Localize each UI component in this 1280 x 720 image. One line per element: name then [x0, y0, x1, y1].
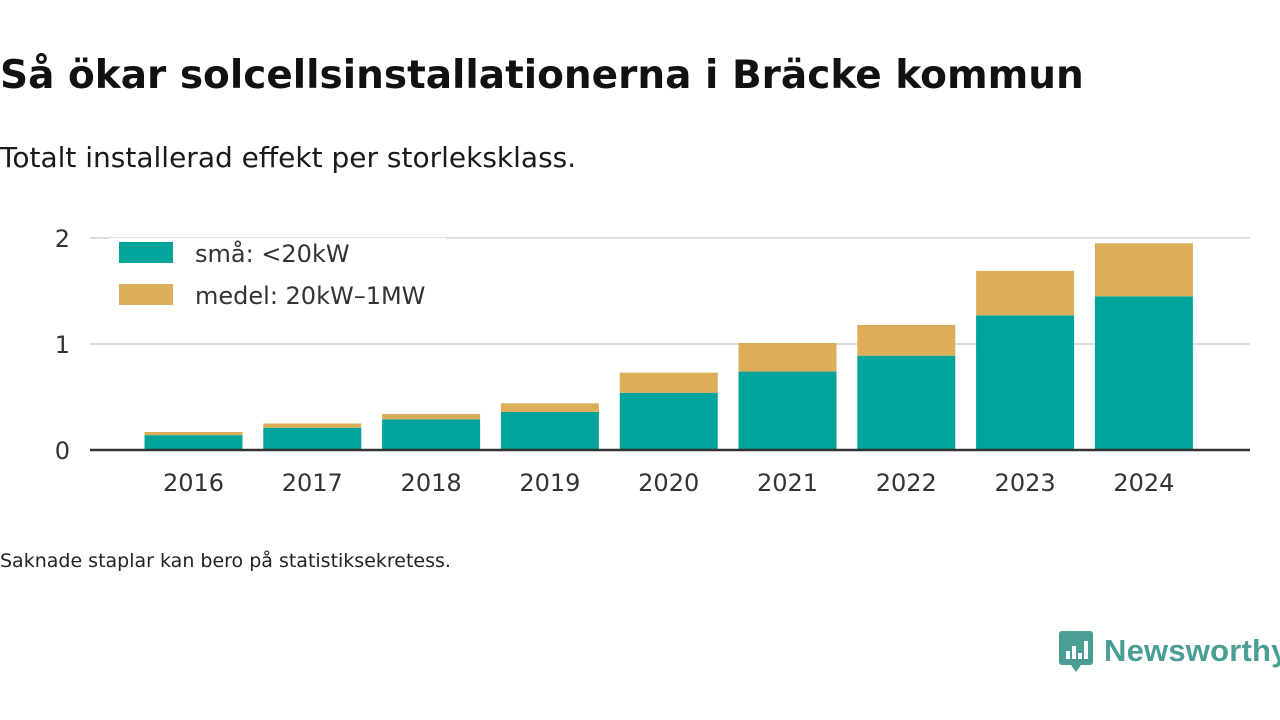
brand-name: Newsworthy	[1104, 633, 1280, 668]
x-tick-label: 2017	[282, 469, 343, 497]
legend-swatch	[119, 284, 173, 305]
x-tick-label: 2018	[401, 469, 462, 497]
bar-2019-series-1	[500, 403, 599, 412]
x-tick-label: 2021	[757, 469, 818, 497]
bar-2019-series-0	[500, 411, 599, 450]
x-tick-label: 2022	[876, 469, 937, 497]
bar-2020-series-0	[619, 392, 718, 450]
bar-2024-series-0	[1094, 296, 1193, 450]
legend-label: medel: 20kW–1MW	[195, 282, 425, 310]
bar-2021-series-1	[738, 342, 837, 372]
bar-2016-series-1	[144, 431, 243, 436]
bar-2018-series-0	[382, 419, 481, 450]
x-axis-ticks: 2016 2017 2018 2019 2020 2021 2022 2023 2024	[163, 469, 1174, 497]
bar-2022-series-1	[857, 324, 956, 356]
y-tick-label: 2	[55, 225, 70, 253]
legend-swatch	[119, 242, 173, 263]
footnote: Saknade staplar kan bero på statistiksek…	[0, 550, 451, 572]
x-tick-label: 2016	[163, 469, 224, 497]
newsworthy-logo: Newsworthy	[1058, 628, 1280, 674]
chart-title: Så ökar solcellsinstallationerna i Bräck…	[0, 53, 1084, 98]
x-tick-label: 2023	[995, 469, 1056, 497]
bar-2023-series-1	[976, 270, 1075, 316]
y-axis-ticks: 0 1 2	[55, 225, 70, 465]
bar-2022-series-0	[857, 355, 956, 450]
legend-label: små: <20kW	[195, 239, 350, 268]
x-tick-label: 2019	[519, 469, 580, 497]
y-tick-label: 0	[55, 437, 70, 465]
bar-2018-series-1	[382, 413, 481, 420]
bar-2017-series-1	[263, 423, 362, 428]
chart-subtitle: Totalt installerad effekt per storlekskl…	[0, 141, 577, 174]
bar-2021-series-0	[738, 371, 837, 450]
x-tick-label: 2024	[1113, 469, 1174, 497]
x-tick-label: 2020	[638, 469, 699, 497]
bar-2020-series-1	[619, 372, 718, 393]
newsworthy-chart-icon	[1059, 631, 1093, 672]
bar-2016-series-0	[144, 435, 243, 450]
legend: små: <20kW medel: 20kW–1MW	[108, 238, 446, 316]
bar-2023-series-0	[976, 315, 1075, 450]
bars	[90, 243, 1250, 452]
y-tick-label: 1	[55, 331, 70, 359]
bar-2024-series-1	[1094, 243, 1193, 297]
stacked-bar-chart: 0 1 2 2016 2017 2018 2019 2020 2021 2022 2023 2024…	[55, 225, 1250, 497]
bar-2017-series-0	[263, 427, 362, 450]
